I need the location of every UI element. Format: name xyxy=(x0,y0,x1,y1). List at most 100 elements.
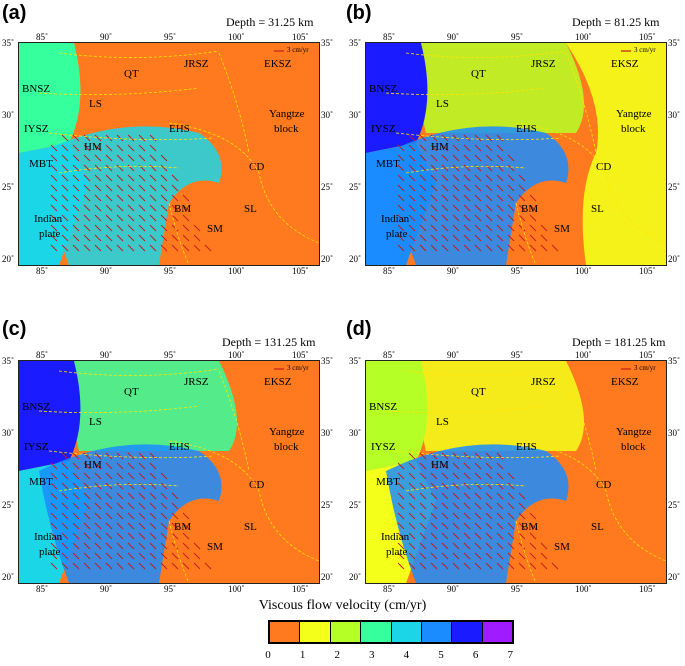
lat-tick-label: 20˚ xyxy=(349,572,361,582)
map-label-plate: plate xyxy=(386,546,408,558)
lon-tick-label: 85˚ xyxy=(383,32,395,42)
map-label-bm: BM xyxy=(174,521,192,533)
lon-tick-label: 90˚ xyxy=(100,266,112,276)
lat-tick-label: 30˚ xyxy=(321,428,333,438)
lat-tick-label: 35˚ xyxy=(668,356,680,366)
lon-tick-label: 90˚ xyxy=(100,350,112,360)
depth-label: Depth = 131.25 km xyxy=(222,335,316,349)
map-label-block: block xyxy=(274,123,299,135)
lon-tick-label: 95˚ xyxy=(164,266,176,276)
map-label-bnsz: BNSZ xyxy=(369,401,398,413)
map-label-hm: HM xyxy=(84,459,102,471)
lon-tick-label: 100˚ xyxy=(575,350,592,360)
lat-tick-label: 25˚ xyxy=(2,182,14,192)
velocity-map: QT JRSZ EKSZ BNSZ LS IYSZ EHS HM MBT CD BM SL SM Yang… xyxy=(18,42,320,266)
map-label-qt: QT xyxy=(124,386,139,398)
lon-tick-label: 100˚ xyxy=(228,266,245,276)
map-label-bnsz: BNSZ xyxy=(369,83,398,95)
map-label-indian: Indian xyxy=(34,213,63,225)
colorbar-tick-label: 0 xyxy=(265,649,271,661)
map-label-sl: SL xyxy=(244,521,257,533)
lat-tick-label: 30˚ xyxy=(349,110,361,120)
map-label-block: block xyxy=(621,123,646,135)
lon-tick-label: 95˚ xyxy=(164,584,176,594)
lon-tick-label: 85˚ xyxy=(383,350,395,360)
map-label-qt: QT xyxy=(471,386,486,398)
map-label-hm: HM xyxy=(431,459,449,471)
colorbar-title: Viscous flow velocity (cm/yr) xyxy=(258,598,427,613)
panel-label: (c) xyxy=(2,318,27,340)
map-label-hm: HM xyxy=(84,141,102,153)
map-label-iysz: IYSZ xyxy=(24,123,49,135)
lon-tick-label: 85˚ xyxy=(383,584,395,594)
lat-tick-label: 35˚ xyxy=(321,38,333,48)
map-label-bm: BM xyxy=(521,203,539,215)
lat-tick-label: 20˚ xyxy=(2,254,14,264)
velocity-map: QT JRSZ EKSZ BNSZ LS IYSZ EHS HM MBT CD BM SL SM Yang… xyxy=(365,360,667,584)
lon-tick-label: 95˚ xyxy=(164,32,176,42)
lon-tick-label: 105˚ xyxy=(292,266,309,276)
lat-tick-label: 20˚ xyxy=(2,572,14,582)
lat-tick-label: 20˚ xyxy=(668,572,680,582)
map-label-yangtze: Yangtze xyxy=(269,108,305,120)
colorbar-tick-label: 5 xyxy=(438,649,444,661)
map-label-sm: SM xyxy=(554,223,570,235)
map-label-ehs: EHS xyxy=(169,441,190,453)
panel-label: (d) xyxy=(346,318,372,340)
map-label-scale: 3 cm/yr xyxy=(634,364,656,372)
colorbar-swatch xyxy=(391,622,422,642)
colorbar-swatch xyxy=(482,622,512,642)
map-label-bnsz: BNSZ xyxy=(22,83,51,95)
lon-tick-label: 85˚ xyxy=(36,32,48,42)
map-canvas xyxy=(366,361,666,583)
colorbar-tick-label: 6 xyxy=(472,649,479,661)
lat-tick-label: 35˚ xyxy=(349,356,361,366)
lat-tick-label: 20˚ xyxy=(349,254,361,264)
velocity-map: QT JRSZ EKSZ BNSZ LS IYSZ EHS HM MBT CD BM SL SM Yang… xyxy=(18,360,320,584)
panel-label: (b) xyxy=(346,2,372,24)
lon-tick-label: 95˚ xyxy=(511,584,523,594)
map-canvas xyxy=(19,361,319,583)
map-label-cd: CD xyxy=(249,161,265,173)
map-label-scale: 3 cm/yr xyxy=(287,364,309,372)
lat-tick-label: 20˚ xyxy=(321,254,333,264)
map-label-ls: LS xyxy=(89,416,102,428)
lat-tick-label: 35˚ xyxy=(349,38,361,48)
colorbar-tick-label: 7 xyxy=(507,649,513,661)
map-label-iysz: IYSZ xyxy=(24,441,49,453)
colorbar-swatch xyxy=(361,622,392,642)
map-label-plate: plate xyxy=(386,228,408,240)
colorbar-tick-label: 2 xyxy=(334,649,340,661)
map-label-ls: LS xyxy=(89,98,102,110)
map-label-mbt: MBT xyxy=(29,158,53,170)
map-label-plate: plate xyxy=(39,546,61,558)
map-label-jrsz: JRSZ xyxy=(184,376,209,388)
lon-tick-label: 100˚ xyxy=(575,32,592,42)
map-label-qt: QT xyxy=(124,68,139,80)
lon-tick-label: 100˚ xyxy=(228,584,245,594)
map-label-sl: SL xyxy=(244,203,257,215)
depth-label: Depth = 81.25 km xyxy=(572,15,660,29)
map-label-eksz: EKSZ xyxy=(611,376,639,388)
colorbar-tick-label: 3 xyxy=(369,649,375,661)
lon-tick-label: 105˚ xyxy=(639,32,656,42)
map-label-block: block xyxy=(274,441,299,453)
map-label-ehs: EHS xyxy=(169,123,190,135)
map-label-eksz: EKSZ xyxy=(264,58,292,70)
lat-tick-label: 35˚ xyxy=(2,38,14,48)
map-label-plate: plate xyxy=(39,228,61,240)
lat-tick-label: 30˚ xyxy=(668,110,680,120)
lon-tick-label: 100˚ xyxy=(228,32,245,42)
map-label-sl: SL xyxy=(591,521,604,533)
lon-tick-label: 100˚ xyxy=(575,584,592,594)
map-label-sm: SM xyxy=(554,541,570,553)
map-label-indian: Indian xyxy=(381,213,410,225)
map-label-eksz: EKSZ xyxy=(611,58,639,70)
lat-tick-label: 25˚ xyxy=(321,182,333,192)
map-label-mbt: MBT xyxy=(29,476,53,488)
lat-tick-label: 35˚ xyxy=(2,356,14,366)
lat-tick-label: 30˚ xyxy=(668,428,680,438)
map-label-scale: 3 cm/yr xyxy=(634,46,656,54)
map-label-jrsz: JRSZ xyxy=(184,58,209,70)
colorbar-swatch xyxy=(300,622,331,642)
